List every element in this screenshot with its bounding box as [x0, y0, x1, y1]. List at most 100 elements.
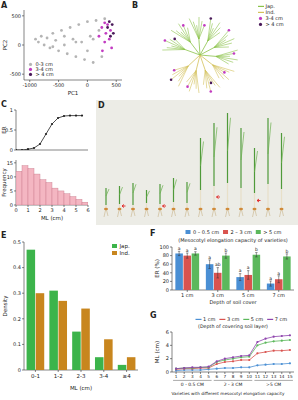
marker: [63, 115, 65, 117]
legend-swatch: [258, 12, 264, 13]
legend-label: 1 cm: [203, 316, 216, 322]
legend-swatch: [29, 73, 32, 76]
point: [34, 38, 37, 41]
mesocotyl: [105, 205, 106, 208]
marker: [240, 366, 242, 368]
x-tick-label: 3-4: [99, 373, 108, 379]
legend-label: 5 cm: [251, 316, 264, 322]
branch: [165, 40, 185, 49]
x-axis-label: ML (cm): [41, 215, 63, 221]
bar: [175, 253, 183, 290]
branch: [170, 39, 185, 49]
plot-area: [175, 334, 291, 372]
point: [103, 17, 106, 20]
marker: [264, 342, 266, 344]
error-bar: [178, 251, 180, 255]
bar: [27, 250, 36, 370]
point: [101, 49, 104, 52]
mesocotyl: [200, 190, 201, 208]
point: [110, 47, 113, 50]
significance-letter: a: [186, 248, 189, 253]
shoot: [186, 182, 187, 203]
error-bar: [247, 271, 249, 280]
tree: [162, 17, 237, 93]
leaf: [174, 180, 177, 191]
significance-letter: a: [269, 276, 272, 281]
marker: [248, 354, 250, 356]
branch: [199, 21, 202, 39]
legend-label: > 4 cm: [36, 71, 54, 77]
marker: [273, 340, 275, 342]
bar: [81, 309, 90, 370]
x-tick-label: 6: [86, 207, 89, 213]
marker: [81, 115, 83, 117]
marker: [240, 359, 242, 361]
bar: [59, 301, 68, 370]
marker: [232, 360, 234, 362]
bar: [104, 339, 113, 370]
leaf-dot: [170, 78, 173, 81]
branch: [183, 25, 190, 42]
error-bar: [208, 260, 210, 269]
marker: [248, 366, 250, 368]
marker: [208, 366, 210, 368]
marker: [199, 366, 201, 368]
point: [60, 29, 63, 32]
shoot: [119, 186, 120, 204]
x-tick-label: 10: [247, 374, 253, 379]
branch: [216, 54, 234, 57]
legend-swatch: [259, 17, 262, 20]
marker: [256, 352, 258, 354]
marker: [175, 368, 177, 370]
x-tick-label: -500: [53, 82, 64, 88]
x-tick-label: 3 cm: [212, 292, 225, 298]
shoot: [105, 188, 106, 205]
group-label: 2 - 3 CM: [224, 382, 243, 387]
marker: [175, 368, 177, 370]
branch: [213, 65, 219, 78]
x-tick-label: 2: [183, 374, 186, 379]
y-tick-label: 5: [10, 188, 13, 194]
bar: [36, 293, 45, 370]
y-tick-label: 80: [163, 252, 169, 258]
marker: [281, 340, 283, 342]
seed: [158, 208, 162, 211]
y-axis: [172, 247, 173, 290]
seed: [118, 208, 122, 211]
seed: [226, 208, 230, 211]
y-tick: [14, 130, 16, 131]
point: [103, 21, 106, 24]
x-tick-label: 12: [263, 374, 269, 379]
x-axis-label: PC1: [68, 90, 79, 96]
line: [176, 350, 290, 369]
leaf-dot: [223, 71, 226, 74]
seed: [212, 208, 216, 211]
marker: [216, 361, 218, 363]
leaf-dot: [164, 39, 167, 42]
point: [80, 41, 83, 44]
marker: [232, 367, 234, 369]
marker: [216, 368, 218, 370]
marker: [199, 369, 201, 371]
mesocotyl: [281, 189, 282, 208]
point: [108, 20, 111, 23]
point: [111, 23, 114, 26]
y-tick: [170, 358, 172, 359]
mesocotyl: [173, 202, 174, 208]
y-tick: [170, 332, 172, 333]
branch: [213, 65, 224, 79]
point: [43, 44, 46, 47]
bar: [72, 332, 81, 370]
x-tick-label: 8: [232, 374, 235, 379]
line: [176, 340, 290, 369]
leaf: [133, 184, 136, 193]
significance-letter: a: [247, 265, 250, 270]
bar: [22, 166, 28, 205]
x-axis-label: ML (cm): [70, 385, 92, 391]
marker: [51, 123, 53, 125]
legend-swatch: [112, 251, 117, 255]
x-tick-label: 4: [199, 374, 202, 379]
y-axis-label: ML (cm): [154, 341, 160, 363]
y-axis-label: ER (%): [154, 259, 160, 278]
arrow: [257, 199, 261, 202]
